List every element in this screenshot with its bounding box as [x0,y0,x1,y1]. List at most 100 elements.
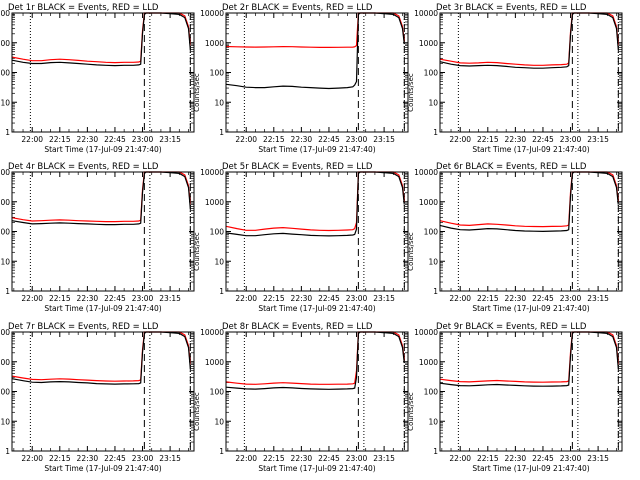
y-tick-label: 10 [428,257,438,266]
y-tick-label: 1 [5,287,10,296]
events-series-line [225,171,405,237]
panel-title: Det 2r BLACK = Events, RED = LLD [222,3,373,13]
x-tick-label: 22:15 [49,454,71,463]
detector-panel: Det 3r BLACK = Events, RED = LLD Start Ti… [407,3,623,154]
x-tick-label: 23:15 [373,294,395,303]
lld-series-line [11,171,191,223]
detector-panel: Det 6r BLACK = Events, RED = LLD Start Ti… [407,162,623,313]
y-tick-label: 1 [5,128,10,137]
x-tick-label: 22:00 [235,294,257,303]
x-tick-label: 23:00 [346,294,368,303]
x-tick-label: 22:15 [49,294,71,303]
x-tick-label: 22:30 [77,135,99,144]
detector-panel: Det 5r BLACK = Events, RED = LLD Start Ti… [193,162,409,313]
x-tick-label: 22:00 [21,294,43,303]
panel-title: Det 5r BLACK = Events, RED = LLD [222,162,373,172]
y-tick-label: 10000 [0,9,10,18]
x-tick-label: 22:30 [505,454,527,463]
x-tick-label: 22:45 [318,135,340,144]
y-tick-label: 10000 [200,9,224,18]
panel-title: Det 1r BLACK = Events, RED = LLD [8,3,159,13]
x-tick-label: 22:30 [77,294,99,303]
y-tick-label: 1000 [419,358,438,367]
x-tick-label: 23:00 [346,454,368,463]
x-tick-label: 22:45 [318,294,340,303]
y-axis-label: Counts/sec [407,232,415,271]
x-tick-label: 22:00 [235,135,257,144]
lld-series-line [11,12,191,64]
events-series-line [11,331,191,385]
y-tick-label: 1 [433,128,438,137]
x-tick-label: 22:45 [104,135,126,144]
y-tick-label: 1000 [419,198,438,207]
y-tick-label: 1 [219,287,224,296]
x-tick-label: 22:00 [21,135,43,144]
x-tick-label: 23:15 [159,294,181,303]
lld-series-line [439,171,619,228]
y-tick-label: 100 [210,388,225,397]
x-tick-label: 22:45 [104,454,126,463]
x-axis-label: Start Time (17-Jul-09 21:47:40) [44,145,161,154]
x-axis-label: Start Time (17-Jul-09 21:47:40) [258,145,375,154]
plot-frame [225,171,409,292]
detector-panel: Det 9r BLACK = Events, RED = LLD Start Ti… [407,322,623,473]
y-tick-label: 10 [214,98,224,107]
y-tick-label: 10 [0,257,10,266]
y-tick-label: 10 [0,98,10,107]
detector-panel: Det 8r BLACK = Events, RED = LLD Start Ti… [193,322,409,473]
y-tick-label: 10000 [0,168,10,177]
x-tick-label: 22:30 [505,135,527,144]
detector-panel: Det 4r BLACK = Events, RED = LLD Start Ti… [0,162,195,313]
events-series-line [225,12,405,90]
y-tick-label: 1000 [205,198,224,207]
x-tick-label: 23:15 [587,454,609,463]
events-series-line [225,331,405,390]
detector-panel: Det 2r BLACK = Events, RED = LLD Start Ti… [193,3,409,154]
y-axis-label: Counts/sec [193,232,201,271]
x-tick-label: 23:00 [132,454,154,463]
y-tick-label: 10 [214,257,224,266]
panel-title: Det 7r BLACK = Events, RED = LLD [8,322,159,332]
y-tick-label: 1 [433,447,438,456]
y-tick-label: 100 [424,69,439,78]
x-tick-label: 22:15 [263,135,285,144]
plot-frame [225,331,409,452]
y-axis-label: Counts/sec [407,392,415,431]
y-tick-label: 100 [210,228,225,237]
y-tick-label: 1 [433,287,438,296]
plot-frame [11,171,195,292]
panel-title: Det 4r BLACK = Events, RED = LLD [8,162,159,172]
x-tick-label: 23:15 [373,135,395,144]
y-tick-label: 100 [424,388,439,397]
y-tick-label: 10000 [200,168,224,177]
x-axis-label: Start Time (17-Jul-09 21:47:40) [44,304,161,313]
y-tick-label: 1000 [0,39,10,48]
y-tick-label: 100 [424,228,439,237]
y-tick-label: 10 [0,417,10,426]
y-tick-label: 100 [210,69,225,78]
y-tick-label: 10000 [414,168,438,177]
x-axis-label: Start Time (17-Jul-09 21:47:40) [472,464,589,473]
x-axis-label: Start Time (17-Jul-09 21:47:40) [258,464,375,473]
x-tick-label: 22:15 [263,454,285,463]
x-tick-label: 22:45 [532,454,554,463]
y-tick-label: 1 [219,128,224,137]
events-series-line [11,12,191,67]
plot-frame [439,12,623,133]
y-axis-label: Counts/sec [407,73,415,112]
x-tick-label: 23:15 [159,135,181,144]
x-tick-label: 22:15 [477,294,499,303]
y-tick-label: 1000 [419,39,438,48]
x-tick-label: 22:15 [477,454,499,463]
y-tick-label: 1000 [205,39,224,48]
y-tick-label: 100 [0,388,10,397]
y-tick-label: 10000 [414,9,438,18]
y-tick-label: 1 [219,447,224,456]
y-tick-label: 1000 [0,358,10,367]
lld-series-line [225,331,405,385]
x-axis-label: Start Time (17-Jul-09 21:47:40) [44,464,161,473]
panel-title: Det 8r BLACK = Events, RED = LLD [222,322,373,332]
x-tick-label: 22:30 [291,135,313,144]
y-tick-label: 10000 [200,328,224,337]
x-tick-label: 22:00 [449,294,471,303]
